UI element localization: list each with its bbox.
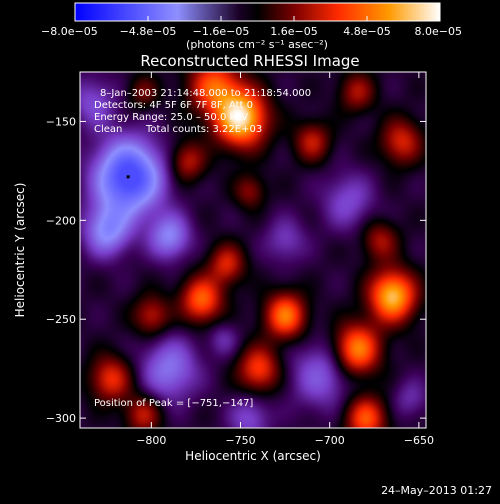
colorbar-tick-label: −1.6e−05 [193, 25, 250, 38]
x-tick-label: −650 [404, 434, 434, 447]
annotation-detectors: Detectors: 4F 5F 6F 7F 8F, Att 0 [94, 100, 253, 111]
y-axis-ticks: −150 −200 −250 −300 [46, 115, 426, 425]
colorbar-tick-label: −8.0e−05 [41, 25, 98, 38]
x-axis-ticks: −800 −750 −700 −650 [136, 72, 434, 447]
colorbar-units-label: (photons cm⁻² s⁻¹ asec⁻²) [186, 38, 328, 51]
annotation-clean: Clean [94, 124, 122, 135]
colorbar-tick-label: 4.8e−05 [343, 25, 390, 38]
annotation-time-range: 8–Jan–2003 21:14:48.000 to 21:18:54.000 [100, 88, 311, 99]
y-tick-label: −200 [46, 214, 76, 227]
y-axis-label: Heliocentric Y (arcsec) [13, 183, 27, 318]
x-tick-label: −700 [315, 434, 345, 447]
colorbar-tick-labels: −8.0e−05 −4.8e−05 −1.6e−05 1.6e−05 4.8e−05 8.… [41, 25, 462, 38]
colorbar-ticks [74, 16, 441, 21]
plot-frame [79, 71, 427, 429]
annotation-total-counts: Total counts: 3.22E+03 [145, 124, 262, 135]
y-tick-label: −150 [46, 115, 76, 128]
peak-marker [126, 175, 130, 179]
heatmap-image [80, 72, 426, 428]
footer-timestamp: 24–May–2013 01:27 [381, 484, 492, 497]
x-axis-label: Heliocentric X (arcsec) [185, 449, 321, 463]
y-tick-label: −250 [46, 313, 76, 326]
x-tick-label: −750 [225, 434, 255, 447]
annotation-peak-position: Position of Peak = [−751,−147] [94, 398, 253, 409]
annotation-energy-range: Energy Range: 25.0 – 50.0 keV [94, 112, 248, 123]
colorbar [74, 2, 441, 22]
heatmap-image-wrapper [80, 72, 426, 428]
y-tick-label: −300 [46, 412, 76, 425]
chart-title: Reconstructed RHESSI Image [140, 52, 359, 70]
colorbar-tick-label: 8.0e−05 [415, 25, 462, 38]
colorbar-tick-label: −4.8e−05 [120, 25, 177, 38]
x-tick-label: −800 [136, 434, 166, 447]
colorbar-tick-label: 1.6e−05 [270, 25, 317, 38]
